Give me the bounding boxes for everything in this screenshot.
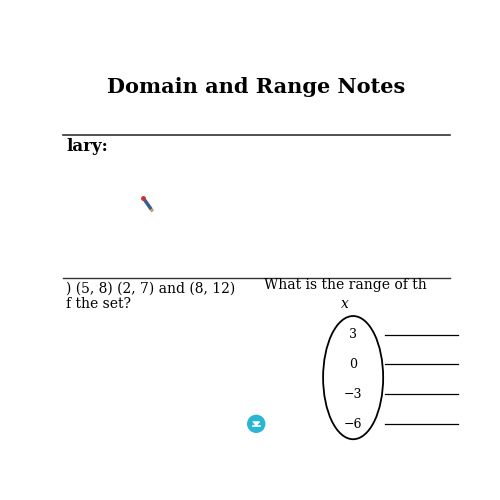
Text: f the set?: f the set? <box>66 298 132 312</box>
Text: lary:: lary: <box>66 138 108 155</box>
Text: x: x <box>342 298 349 312</box>
Text: 0: 0 <box>349 358 357 371</box>
Text: ) (5, 8) (2, 7) and (8, 12): ) (5, 8) (2, 7) and (8, 12) <box>66 282 235 296</box>
Text: −3: −3 <box>344 388 362 401</box>
Text: 3: 3 <box>349 328 357 341</box>
Text: Domain and Range Notes: Domain and Range Notes <box>107 77 406 97</box>
Text: What is the range of th: What is the range of th <box>264 278 427 292</box>
Polygon shape <box>253 422 260 426</box>
Circle shape <box>248 416 265 432</box>
Text: −6: −6 <box>344 418 362 431</box>
Ellipse shape <box>323 316 383 439</box>
